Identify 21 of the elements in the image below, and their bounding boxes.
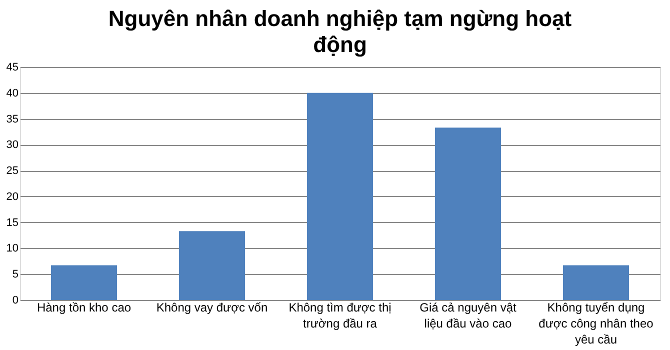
x-tick-label: Không vay được vốn [156, 300, 268, 314]
y-tick-label: 45 [6, 62, 18, 74]
bar [179, 231, 245, 300]
y-tick-label: 5 [12, 268, 18, 281]
y-tick-label: 10 [6, 242, 18, 255]
x-tick-label: Không tìm được thị trường đầu ra [288, 300, 392, 330]
x-tick-label: Hàng tồn kho cao [36, 300, 132, 314]
bar [307, 92, 373, 300]
y-tick-label: 20 [6, 190, 18, 203]
bar [435, 128, 501, 300]
bar [51, 265, 117, 300]
y-tick-label: 40 [6, 87, 18, 100]
x-tick-label: Giá cả nguyên vật liệu đầu vào cao [420, 300, 518, 330]
y-tick-label: 0 [12, 294, 18, 306]
x-tick-label: Không tuyển dụng được công nhân theo yêu cầu [538, 300, 654, 346]
y-tick-label: 30 [6, 139, 18, 152]
y-tick-label: 35 [6, 113, 18, 126]
chart-title: Nguyên nhân doanh nghiệp tạm ngừng hoạt động [108, 6, 572, 57]
y-tick-label: 15 [6, 216, 18, 229]
bar [563, 265, 629, 300]
y-tick-label: 25 [6, 165, 18, 178]
